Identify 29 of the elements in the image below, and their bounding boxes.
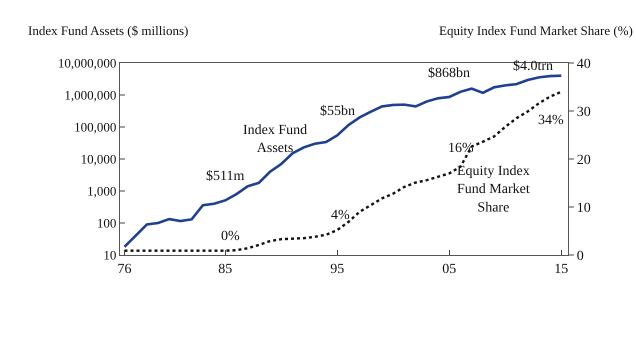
y2-tick-label: 0 — [576, 248, 584, 264]
y2-axis-title: Equity Index Fund Market Share (%) — [439, 23, 633, 38]
annotation: 34% — [538, 113, 564, 128]
annotation: $4.0trn — [513, 59, 554, 74]
y2-tick-label: 10 — [576, 200, 591, 216]
annotation: $55bn — [320, 104, 355, 119]
x-tick-label: 15 — [554, 262, 568, 277]
y-tick-label: 100,000 — [74, 120, 116, 135]
annotation: $868bn — [428, 66, 470, 81]
y-tick-label: 100 — [96, 216, 116, 231]
y2-tick-label: 40 — [576, 56, 591, 72]
y-tick-label: 10,000 — [80, 152, 116, 167]
annotation: 4% — [331, 208, 350, 223]
y-tick-label: 1,000,000 — [64, 88, 116, 103]
x-tick-label: 76 — [117, 262, 132, 277]
x-tick-label: 85 — [218, 262, 232, 277]
y-tick-label: 10,000,000 — [58, 56, 116, 71]
annotation: 0% — [221, 229, 240, 244]
y-axis-title: Index Fund Assets ($ millions) — [28, 23, 188, 38]
x-tick-label: 05 — [442, 262, 456, 277]
y-tick-label: 10 — [103, 248, 116, 263]
annotation: Equity Index Fund Market Share — [457, 164, 530, 216]
x-tick-label: 95 — [330, 262, 344, 277]
annotation: $511m — [206, 169, 244, 184]
annotation: 16% — [448, 141, 474, 156]
y2-tick-label: 20 — [576, 152, 591, 168]
annotation: Index Fund Assets — [243, 123, 308, 156]
y2-tick-label: 30 — [576, 104, 591, 120]
y-tick-label: 1,000 — [87, 184, 116, 199]
